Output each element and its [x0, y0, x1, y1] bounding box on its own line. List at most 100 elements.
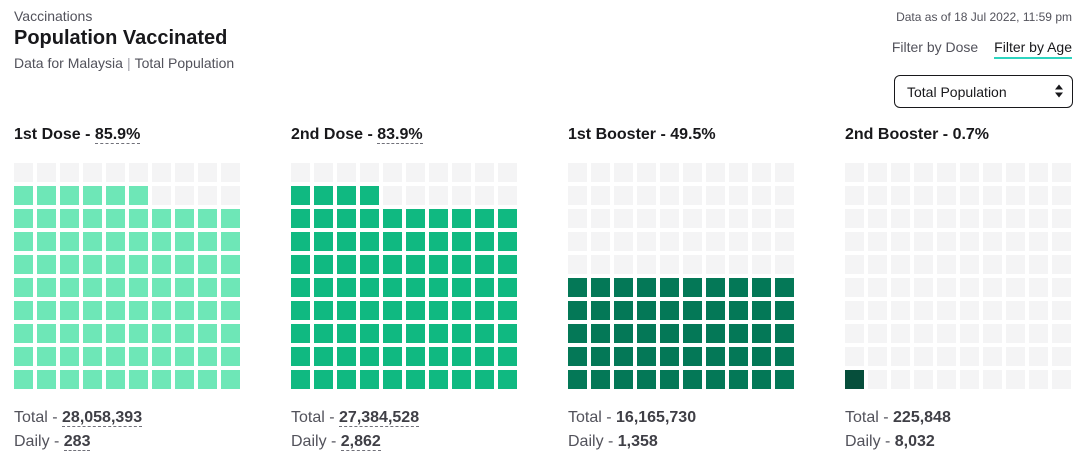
waffle-cell-filled — [152, 301, 171, 320]
waffle-cell-filled — [37, 186, 56, 205]
waffle-cell-filled — [452, 324, 471, 343]
waffle-cell-empty — [1006, 370, 1025, 389]
waffle-cell-filled — [568, 278, 587, 297]
panel-2nd-dose: 2nd Dose - 83.9% Total - 27,384,528 Dail… — [291, 126, 531, 451]
waffle-cell-empty — [498, 186, 517, 205]
population-select[interactable]: Total Population — [894, 75, 1073, 108]
waffle-cell-filled — [406, 347, 425, 366]
waffle-cell-filled — [498, 209, 517, 228]
waffle-cell-filled — [83, 324, 102, 343]
waffle-cell-filled — [614, 278, 633, 297]
waffle-cell-filled — [337, 232, 356, 251]
waffle-cell-filled — [498, 278, 517, 297]
waffle-cell-filled — [175, 209, 194, 228]
waffle-cell-filled — [37, 278, 56, 297]
waffle-cell-empty — [1006, 163, 1025, 182]
waffle-cell-filled — [406, 324, 425, 343]
waffle-cell-filled — [452, 370, 471, 389]
waffle-cell-empty — [383, 163, 402, 182]
waffle-cell-empty — [914, 370, 933, 389]
waffle-cell-filled — [475, 255, 494, 274]
waffle-cell-filled — [360, 186, 379, 205]
waffle-cell-empty — [868, 255, 887, 274]
waffle-cell-filled — [221, 347, 240, 366]
waffle-cell-filled — [60, 232, 79, 251]
waffle-cell-empty — [891, 232, 910, 251]
total-value[interactable]: 28,058,393 — [62, 409, 143, 427]
waffle-cell-filled — [706, 347, 725, 366]
waffle-cell-empty — [937, 186, 956, 205]
waffle-cell-empty — [868, 278, 887, 297]
waffle-cell-filled — [129, 255, 148, 274]
data-as-of-timestamp: Data as of 18 Jul 2022, 11:59 pm — [896, 10, 1072, 24]
panel-title: 2nd Dose - 83.9% — [291, 126, 423, 144]
waffle-cell-empty — [983, 232, 1002, 251]
total-stat: Total - 225,848 — [845, 409, 951, 426]
waffle-cell-filled — [314, 347, 333, 366]
waffle-cell-filled — [83, 232, 102, 251]
waffle-cell-filled — [752, 324, 771, 343]
waffle-cell-empty — [868, 186, 887, 205]
waffle-cell-filled — [337, 370, 356, 389]
waffle-cell-filled — [383, 255, 402, 274]
waffle-cell-filled — [337, 209, 356, 228]
waffle-cell-empty — [960, 347, 979, 366]
waffle-cell-filled — [591, 278, 610, 297]
waffle-cell-filled — [314, 255, 333, 274]
waffle-cell-empty — [914, 255, 933, 274]
waffle-cell-empty — [683, 209, 702, 228]
subtitle-region: Data for Malaysia — [14, 55, 123, 71]
waffle-cell-empty — [914, 209, 933, 228]
total-value[interactable]: 27,384,528 — [339, 409, 420, 427]
waffle-cell-empty — [591, 232, 610, 251]
waffle-cell-filled — [498, 324, 517, 343]
filter-by-age-tab[interactable]: Filter by Age — [994, 39, 1072, 59]
subtitle-population: Total Population — [134, 55, 235, 71]
waffle-cell-filled — [221, 278, 240, 297]
filter-by-dose-tab[interactable]: Filter by Dose — [891, 39, 979, 55]
daily-label: Daily — [14, 433, 50, 450]
waffle-cell-filled — [406, 232, 425, 251]
waffle-cell-empty — [1052, 209, 1071, 228]
waffle-cell-empty — [891, 301, 910, 320]
waffle-cell-filled — [683, 324, 702, 343]
waffle-cell-filled — [568, 301, 587, 320]
waffle-cell-empty — [614, 163, 633, 182]
waffle-cell-filled — [37, 301, 56, 320]
series-percent[interactable]: 83.9% — [377, 126, 423, 144]
daily-value[interactable]: 2,862 — [340, 433, 381, 451]
waffle-cell-empty — [868, 347, 887, 366]
waffle-cell-empty — [83, 163, 102, 182]
waffle-cell-filled — [106, 370, 125, 389]
waffle-cell-filled — [706, 278, 725, 297]
series-name: 1st Dose — [14, 126, 81, 143]
waffle-cell-filled — [683, 370, 702, 389]
waffle-cell-filled — [129, 370, 148, 389]
waffle-cell-filled — [14, 301, 33, 320]
waffle-cell-filled — [14, 186, 33, 205]
panel-title: 1st Dose - 85.9% — [14, 126, 141, 144]
waffle-cell-empty — [660, 163, 679, 182]
waffle-cell-empty — [591, 186, 610, 205]
waffle-cell-empty — [983, 255, 1002, 274]
daily-value[interactable]: 283 — [63, 433, 91, 451]
waffle-cell-filled — [337, 255, 356, 274]
waffle-cell-empty — [891, 324, 910, 343]
waffle-cell-filled — [406, 209, 425, 228]
waffle-cell-filled — [406, 370, 425, 389]
waffle-cell-empty — [845, 255, 864, 274]
waffle-cell-empty — [983, 209, 1002, 228]
daily-value: 8,032 — [894, 433, 935, 450]
waffle-cell-empty — [706, 209, 725, 228]
subtitle-separator: | — [126, 55, 131, 71]
waffle-cell-filled — [452, 301, 471, 320]
waffle-cell-empty — [337, 163, 356, 182]
waffle-cell-empty — [637, 209, 656, 228]
waffle-cell-empty — [429, 186, 448, 205]
waffle-cell-empty — [660, 232, 679, 251]
waffle-cell-filled — [683, 278, 702, 297]
waffle-cell-empty — [960, 278, 979, 297]
series-percent[interactable]: 85.9% — [94, 126, 141, 144]
waffle-cell-empty — [960, 232, 979, 251]
waffle-cell-filled — [129, 232, 148, 251]
